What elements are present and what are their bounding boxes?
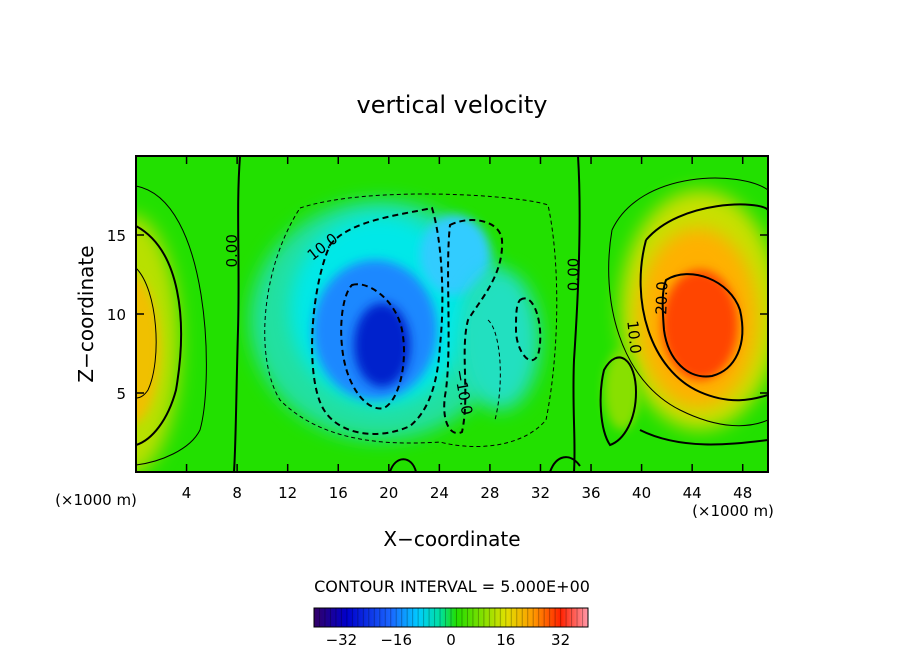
x-axis-ticks: 4 8 12 16 20 24 28 32 36 40 44 48 (182, 156, 752, 502)
contour-label: 0.00 (223, 234, 241, 267)
colorbar-segments (318, 608, 584, 627)
x-tick-label: 20 (379, 484, 398, 502)
x-tick-label: 40 (632, 484, 651, 502)
colorbar-ticks: −32 −16 0 16 32 (326, 631, 571, 649)
colorbar-tick-label: 32 (551, 631, 570, 649)
x-tick-label: 8 (232, 484, 242, 502)
y-axis-label: Z−coordinate (74, 245, 98, 382)
y-tick-label: 15 (107, 227, 126, 245)
y-tick-label: 5 (116, 385, 126, 403)
chart-title: vertical velocity (357, 91, 548, 119)
contour-label: 20.0 (652, 281, 671, 315)
x-tick-label: 28 (480, 484, 499, 502)
contour-label: 0.00 (564, 258, 582, 291)
colorbar-tick-label: 0 (446, 631, 456, 649)
x-tick-label: 32 (531, 484, 550, 502)
y-tick-label: 10 (107, 306, 126, 324)
x-tick-label: 24 (430, 484, 449, 502)
heatmap-field (136, 156, 768, 472)
colorbar-tick-label: 16 (496, 631, 515, 649)
contour-lines (136, 156, 768, 472)
y-axis-ticks: 5 10 15 (107, 227, 768, 403)
x-unit-left: (×1000 m) (55, 491, 137, 509)
x-tick-label: 16 (329, 484, 348, 502)
x-tick-label: 44 (683, 484, 702, 502)
x-tick-label: 36 (581, 484, 600, 502)
contour-label: 10.0 (623, 320, 644, 355)
colorbar-tick-label: −16 (380, 631, 412, 649)
x-axis-label: X−coordinate (383, 527, 520, 551)
colorbar-tick-label: −32 (326, 631, 358, 649)
colorbar (313, 607, 589, 628)
x-tick-label: 4 (182, 484, 192, 502)
contour-interval-label: CONTOUR INTERVAL = 5.000E+00 (314, 577, 590, 596)
x-unit-right: (×1000 m) (692, 502, 774, 520)
x-tick-label: 12 (278, 484, 297, 502)
x-tick-label: 48 (733, 484, 752, 502)
